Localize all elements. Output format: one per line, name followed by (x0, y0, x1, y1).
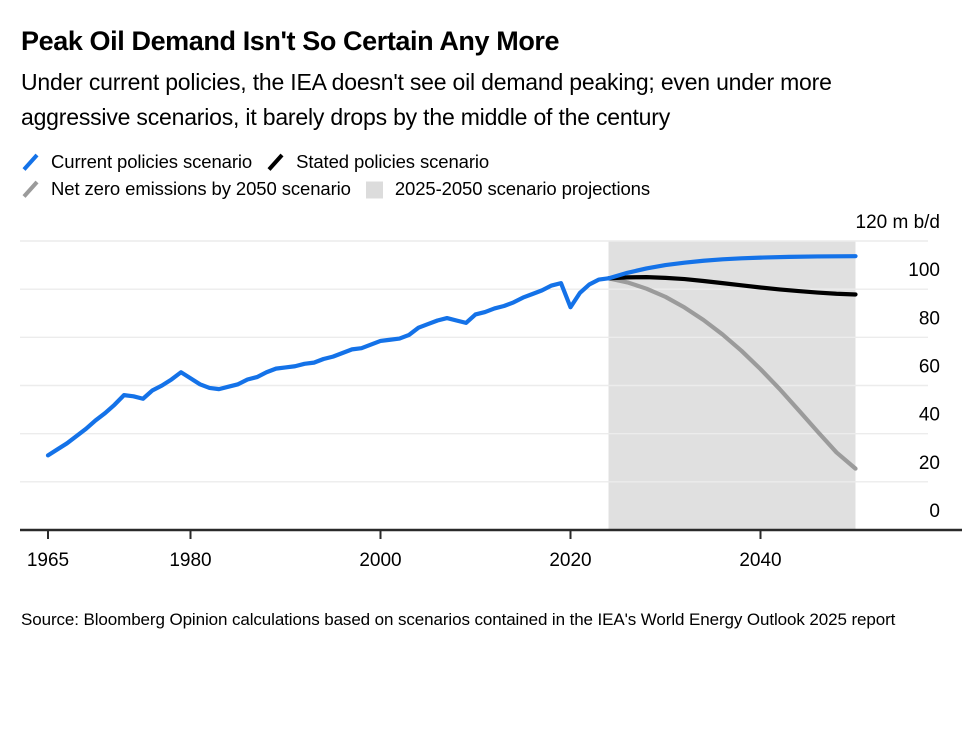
slash-icon (22, 180, 39, 198)
x-axis-label-1980: 1980 (169, 550, 211, 571)
legend-label: Stated policies scenario (296, 150, 490, 172)
legend-row-1: Current policies scenario Stated policie… (21, 148, 946, 175)
y-axis-label-80: 80 (919, 309, 940, 330)
y-axis-label-20: 20 (919, 453, 940, 474)
legend-item-current-policies: Current policies scenario (21, 151, 252, 173)
legend-label: 2025-2050 scenario projections (394, 177, 651, 199)
legend-label: Net zero emissions by 2050 scenario (51, 177, 351, 199)
y-axis-label-40: 40 (919, 405, 940, 426)
series-line-current-policies (606, 254, 858, 281)
series-line-net-zero (606, 276, 858, 471)
page-title: Peak Oil Demand Isn't So Certain Any Mor… (21, 26, 560, 56)
legend-item-stated-policies: Stated policies scenario (266, 151, 489, 173)
y-axis-label-100: 100 (908, 260, 940, 281)
y-axis-label-0: 0 (929, 501, 940, 522)
x-axis-label-1965: 1965 (27, 550, 69, 571)
slash-icon-stroke (22, 180, 39, 198)
square-swatch-icon (365, 181, 383, 199)
x-axis-label-2040: 2040 (739, 550, 781, 571)
legend-label: Current policies scenario (51, 150, 253, 172)
slash-icon-stroke (267, 153, 284, 171)
legend-row-2: Net zero emissions by 2050 scenario 2025… (21, 175, 946, 202)
chart-subtitle: Under current policies, the IEA doesn't … (21, 69, 832, 131)
legend-item-projection-band: 2025-2050 scenario projections (365, 178, 650, 200)
chart-legend: Current policies scenario Stated policie… (21, 148, 946, 202)
y-axis-label-120: 120 m b/d (856, 212, 941, 233)
x-axis-label-2020: 2020 (549, 550, 591, 571)
series-line-historical (45, 276, 611, 458)
series-line-stated-policies (606, 275, 858, 297)
square-swatch-fill (365, 181, 383, 199)
slash-icon (267, 153, 284, 171)
slash-icon-stroke (22, 153, 39, 171)
y-axis-label-60: 60 (919, 357, 940, 378)
source-note: Source: Bloomberg Opinion calculations b… (21, 610, 896, 630)
x-axis-label-2000: 2000 (359, 550, 401, 571)
legend-item-net-zero: Net zero emissions by 2050 scenario (21, 178, 351, 200)
slash-icon (22, 153, 39, 171)
